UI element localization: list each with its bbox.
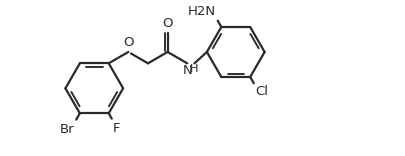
Text: O: O bbox=[162, 17, 173, 30]
Text: H2N: H2N bbox=[188, 5, 215, 18]
Text: O: O bbox=[123, 36, 134, 49]
Text: Br: Br bbox=[60, 123, 74, 136]
Text: H: H bbox=[190, 64, 199, 74]
Text: N: N bbox=[182, 64, 192, 77]
Text: Cl: Cl bbox=[255, 85, 268, 98]
Text: F: F bbox=[113, 122, 120, 135]
